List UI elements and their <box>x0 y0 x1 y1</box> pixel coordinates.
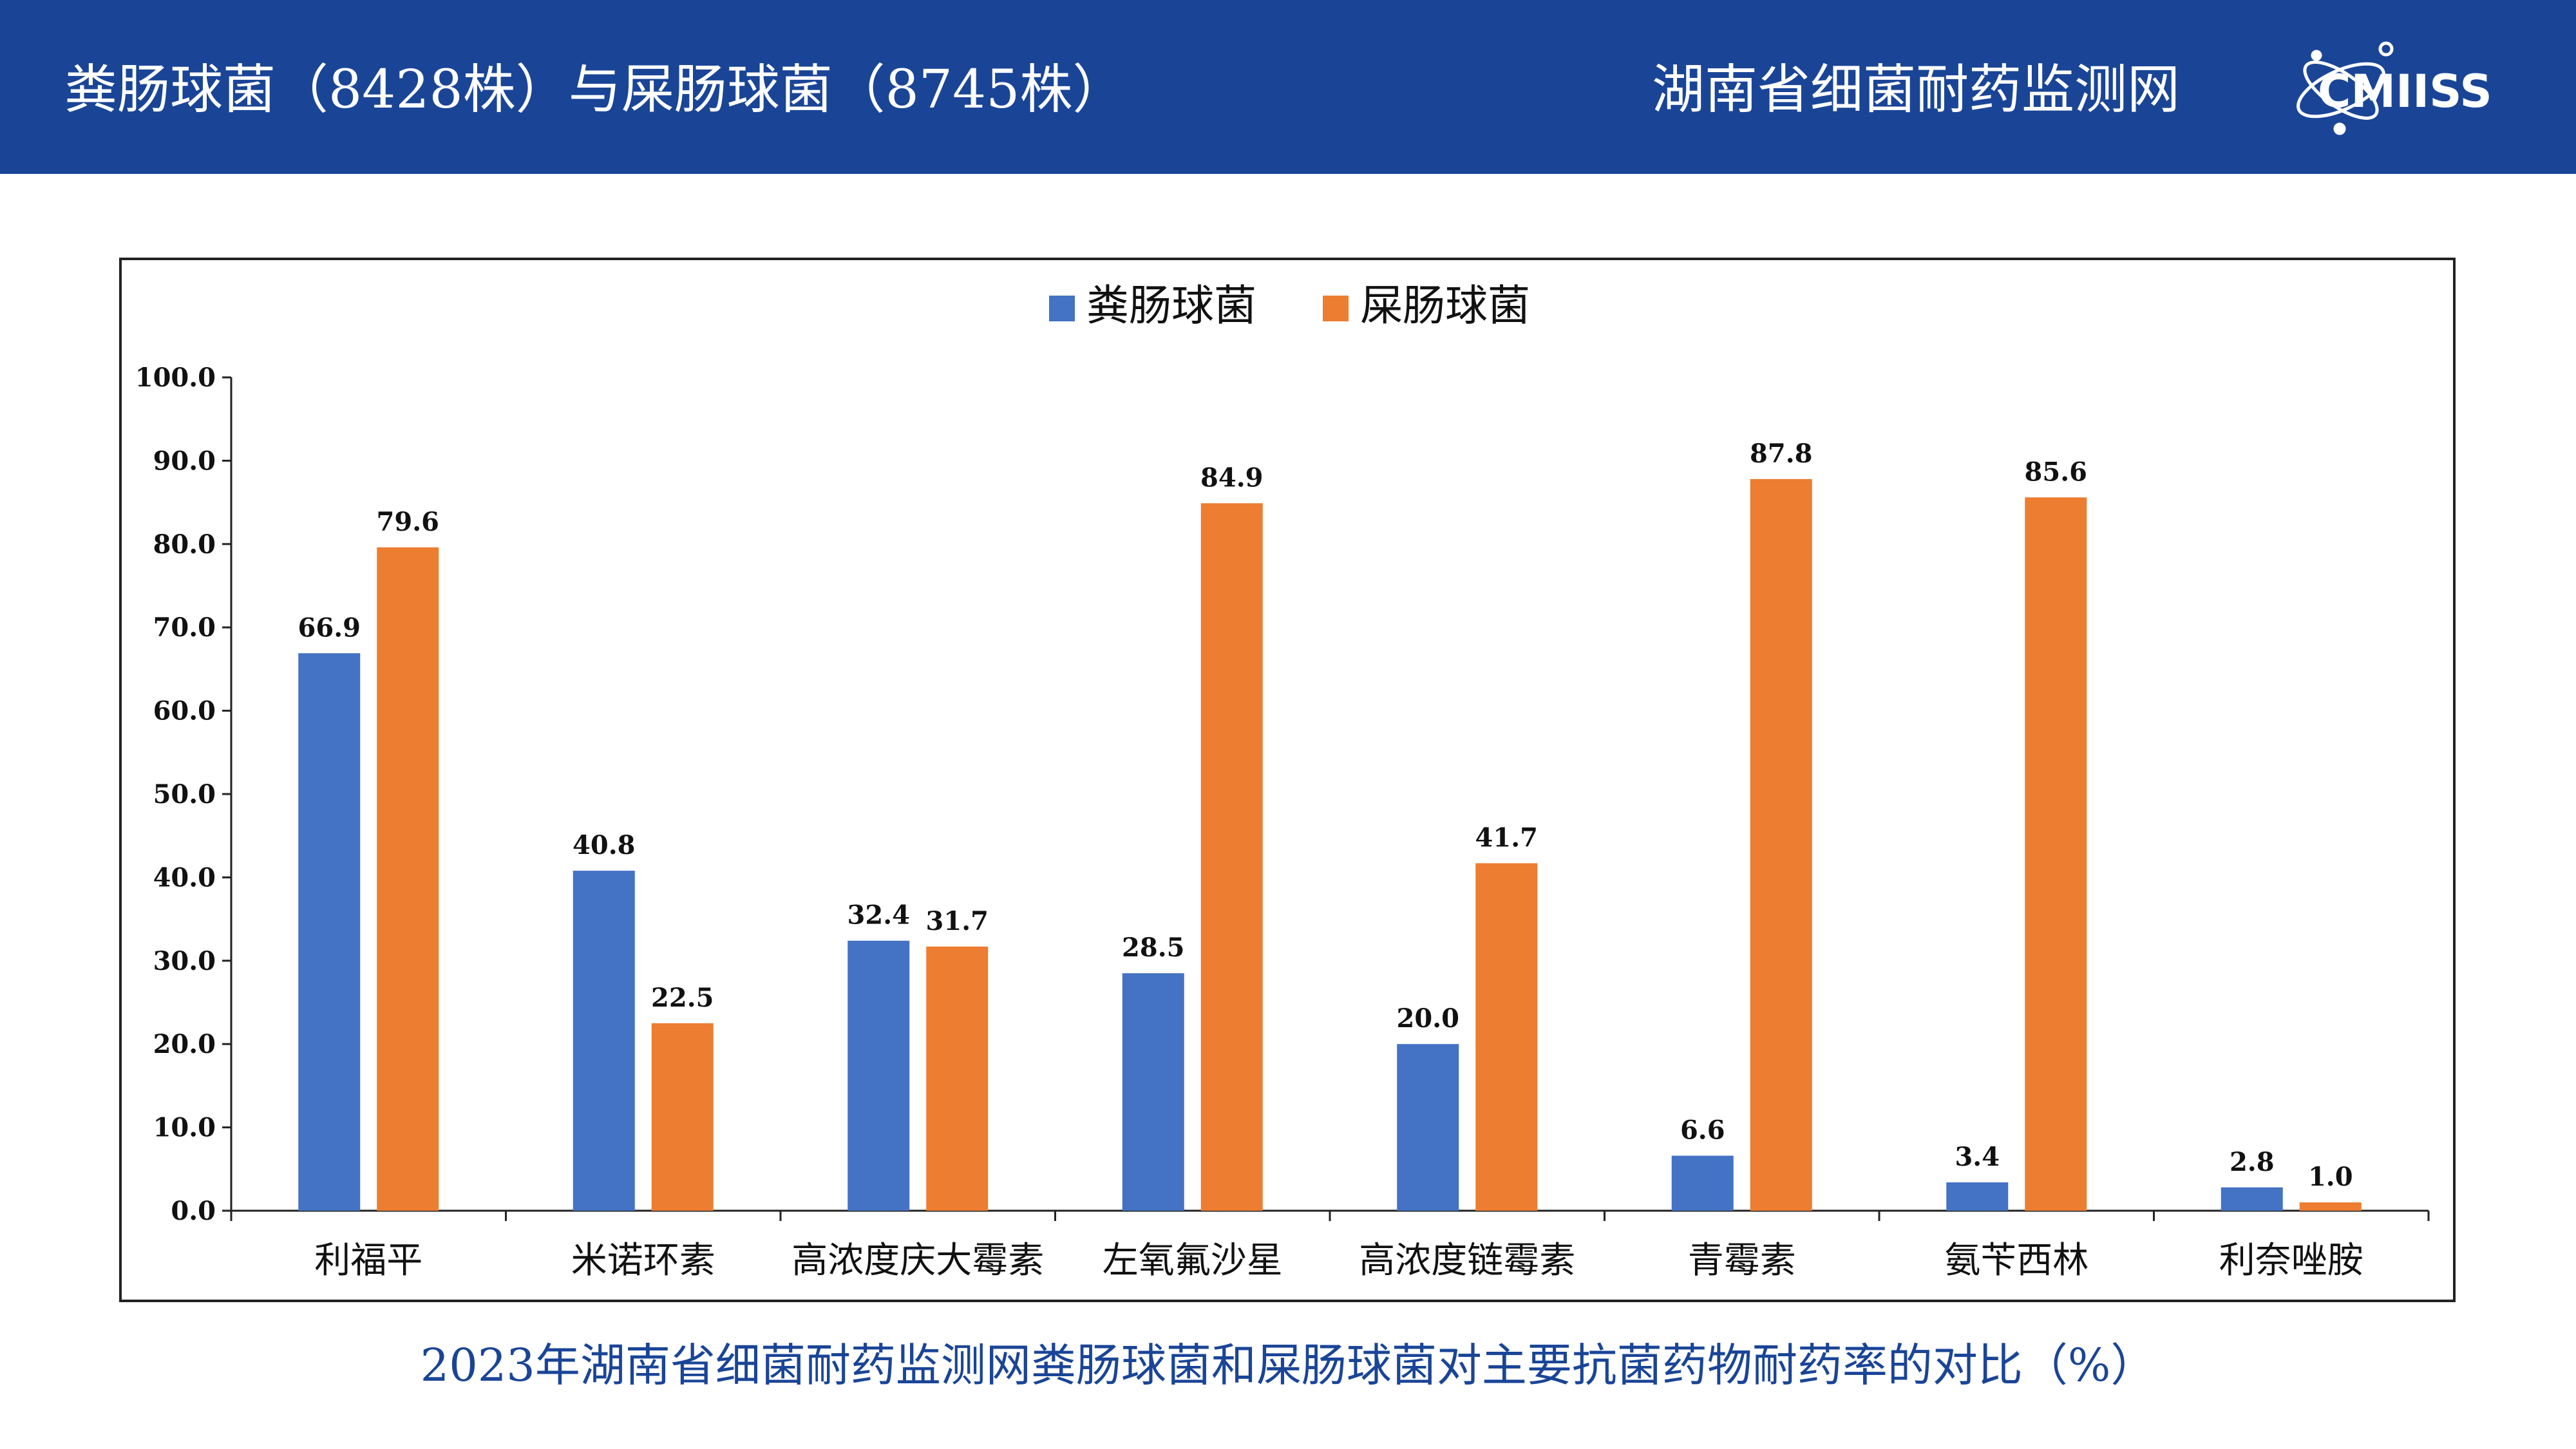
bar-series: 66.9 79.6 40.8 22.5 32.4 31.7 28.5 84.9 20.0 41.7… <box>298 439 2362 1211</box>
bar <box>573 871 635 1211</box>
data-label: 87.8 <box>1750 439 1812 469</box>
legend-label-1: 粪肠球菌 <box>1086 281 1256 330</box>
data-label: 28.5 <box>1122 933 1184 963</box>
data-label: 85.6 <box>2025 457 2087 487</box>
legend-label-2: 屎肠球菌 <box>1360 281 1530 330</box>
data-label: 31.7 <box>926 906 989 936</box>
data-label: 79.6 <box>377 507 439 537</box>
bar <box>1750 478 1812 1211</box>
y-tick-label: 30.0 <box>153 946 216 976</box>
legend-swatch-1 <box>1049 296 1075 321</box>
y-tick-label: 20.0 <box>153 1029 216 1059</box>
bar <box>2299 1202 2362 1211</box>
y-tick-label: 90.0 <box>153 446 216 476</box>
y-axis: 0.0 10.0 20.0 30.0 40.0 50.0 60.0 70.0 80.0 90.0 1… <box>135 363 232 1226</box>
bar <box>298 653 361 1211</box>
chart-legend: 粪肠球菌 屎肠球菌 <box>1049 281 1530 330</box>
bar <box>1475 863 1538 1211</box>
chart-caption: 2023年湖南省细菌耐药监测网粪肠球菌和屎肠球菌对主要抗菌药物耐药率的对比（%） <box>420 1339 2156 1392</box>
x-tick-label: 米诺环素 <box>571 1240 715 1282</box>
resistance-bar-chart: 粪肠球菌 屎肠球菌 0.0 10.0 20.0 30.0 40.0 50.0 60.0 70.0… <box>135 281 2430 1282</box>
legend-swatch-2 <box>1323 296 1349 321</box>
network-name: 湖南省细菌耐药监测网 <box>1652 59 2181 120</box>
bar <box>1946 1182 2009 1211</box>
bar <box>651 1023 714 1211</box>
bar <box>1397 1044 1459 1211</box>
data-label: 22.5 <box>651 983 714 1013</box>
data-label: 66.9 <box>298 612 361 643</box>
data-label: 41.7 <box>1475 822 1538 853</box>
data-label: 1.0 <box>2308 1162 2353 1192</box>
y-tick-label: 70.0 <box>153 612 216 643</box>
chart-frame: 粪肠球菌 屎肠球菌 0.0 10.0 20.0 30.0 40.0 50.0 60.0 70.0… <box>119 258 2456 1302</box>
logo-text: CMIISS <box>2318 65 2492 118</box>
data-label: 20.0 <box>1397 1003 1459 1034</box>
x-tick-label: 左氧氟沙星 <box>1103 1240 1283 1282</box>
y-tick-label: 60.0 <box>153 696 216 726</box>
x-tick-label: 高浓度庆大霉素 <box>791 1240 1044 1282</box>
y-tick-label: 10.0 <box>153 1113 216 1143</box>
data-label: 84.9 <box>1200 462 1263 493</box>
data-label: 32.4 <box>848 900 910 931</box>
bar <box>2221 1187 2283 1211</box>
bar <box>377 547 439 1211</box>
data-label: 40.8 <box>573 830 635 860</box>
x-tick-label: 高浓度链霉素 <box>1359 1240 1575 1282</box>
header-bar: 粪肠球菌（8428株）与屎肠球菌（8745株） 湖南省细菌耐药监测网 CMIIS… <box>0 0 2576 174</box>
data-label: 3.4 <box>1955 1142 2000 1172</box>
y-tick-label: 50.0 <box>153 779 216 810</box>
data-label: 2.8 <box>2230 1147 2275 1177</box>
y-tick-label: 40.0 <box>153 862 216 893</box>
x-tick-label: 氨苄西林 <box>1944 1240 2088 1282</box>
cmiiss-logo: CMIISS <box>2297 41 2492 135</box>
bar <box>1671 1155 1734 1211</box>
x-axis: 利福平 米诺环素 高浓度庆大霉素 左氧氟沙星 高浓度链霉素 青霉素 氨苄西林 利奈唑胺 <box>230 1209 2430 1282</box>
y-tick-label: 0.0 <box>171 1196 216 1226</box>
y-tick-label: 100.0 <box>135 363 216 393</box>
bar <box>1200 503 1263 1211</box>
bar <box>848 940 910 1211</box>
bar <box>1122 973 1184 1211</box>
x-tick-label: 利奈唑胺 <box>2219 1240 2363 1282</box>
x-tick-label: 利福平 <box>314 1240 422 1282</box>
page-title: 粪肠球菌（8428株）与屎肠球菌（8745株） <box>64 59 1126 120</box>
bar <box>926 946 989 1211</box>
bar <box>2025 497 2087 1211</box>
data-label: 6.6 <box>1680 1115 1725 1146</box>
x-tick-label: 青霉素 <box>1688 1240 1796 1282</box>
atom-icon <box>2297 41 2394 135</box>
y-tick-label: 80.0 <box>153 529 216 560</box>
